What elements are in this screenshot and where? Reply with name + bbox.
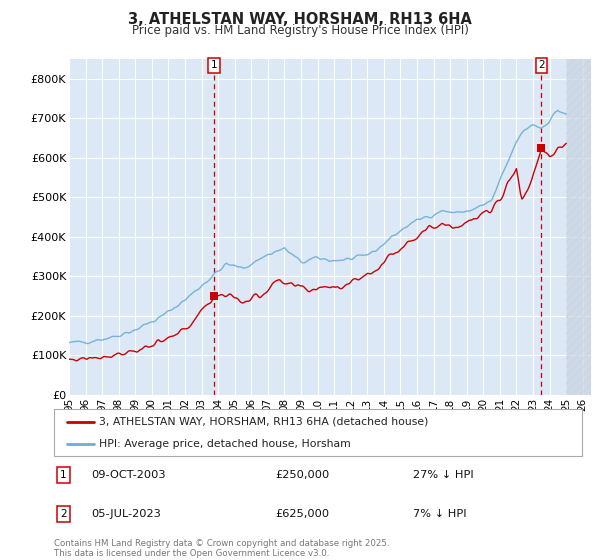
Text: 7% ↓ HPI: 7% ↓ HPI [413, 509, 467, 519]
Text: 1: 1 [60, 470, 67, 479]
Text: 1: 1 [211, 60, 218, 70]
Text: 27% ↓ HPI: 27% ↓ HPI [413, 470, 474, 479]
Bar [566, 59, 591, 395]
Text: £625,000: £625,000 [276, 509, 330, 519]
Text: 2: 2 [538, 60, 545, 70]
Text: 3, ATHELSTAN WAY, HORSHAM, RH13 6HA: 3, ATHELSTAN WAY, HORSHAM, RH13 6HA [128, 12, 472, 27]
Text: Price paid vs. HM Land Registry's House Price Index (HPI): Price paid vs. HM Land Registry's House … [131, 24, 469, 36]
FancyBboxPatch shape [54, 409, 582, 456]
Text: 2: 2 [60, 509, 67, 519]
Text: 09-OCT-2003: 09-OCT-2003 [91, 470, 166, 479]
Text: Contains HM Land Registry data © Crown copyright and database right 2025.
This d: Contains HM Land Registry data © Crown c… [54, 539, 389, 558]
Text: 3, ATHELSTAN WAY, HORSHAM, RH13 6HA (detached house): 3, ATHELSTAN WAY, HORSHAM, RH13 6HA (det… [99, 417, 428, 427]
Text: HPI: Average price, detached house, Horsham: HPI: Average price, detached house, Hors… [99, 438, 350, 449]
Text: 05-JUL-2023: 05-JUL-2023 [91, 509, 161, 519]
Text: £250,000: £250,000 [276, 470, 330, 479]
